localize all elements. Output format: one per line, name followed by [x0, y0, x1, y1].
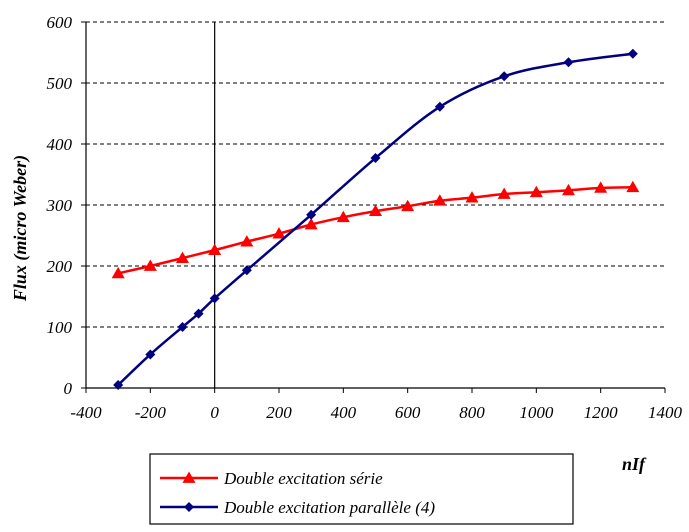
y-axis-title: Flux (micro Weber) [10, 155, 31, 302]
series-0 [111, 180, 640, 279]
legend-item-0: Double excitation série [160, 469, 383, 488]
series-0-point-12 [497, 187, 511, 199]
tick-labels: 0 100 200 300 400 500 600 -400 -200 0 200 400 600 800… [46, 13, 683, 422]
legend-marker-0 [182, 471, 196, 483]
legend-label-0: Double excitation série [223, 469, 383, 488]
axes [81, 21, 666, 393]
series-1 [113, 48, 638, 390]
series-1-point-6 [306, 209, 317, 220]
series-1-point-7 [370, 153, 381, 164]
series-1-point-4 [209, 293, 220, 304]
y-tick-label-3: 300 [46, 196, 73, 215]
legend-item-1: Double excitation parallèle (4) [160, 498, 435, 517]
x-tick-label-4: 400 [331, 403, 357, 422]
x-tick-label-5: 600 [395, 403, 421, 422]
series-0-line [117, 186, 633, 275]
series-0-point-10 [433, 194, 447, 206]
gridlines [86, 21, 665, 328]
series-0-point-15 [594, 181, 608, 193]
series [111, 48, 640, 390]
series-0-point-11 [465, 191, 479, 203]
series-0-point-8 [369, 204, 382, 216]
series-0-point-2 [176, 251, 189, 263]
series-0-point-3 [208, 243, 222, 256]
x-tick-label-9: 1400 [648, 403, 683, 422]
y-tick-label-2: 200 [47, 257, 73, 276]
series-1-line [117, 52, 633, 386]
series-0-point-13 [529, 185, 543, 198]
x-tick-label-7: 1000 [519, 403, 554, 422]
x-tick-label-8: 1200 [584, 403, 619, 422]
legend-box [149, 453, 574, 525]
series-0-point-5 [272, 227, 286, 239]
y-tick-label-6: 600 [47, 13, 73, 32]
series-1-point-9 [499, 71, 510, 82]
x-tick-label-1: -200 [135, 403, 167, 422]
series-0-point-7 [336, 210, 350, 223]
legend-label-1: Double excitation parallèle (4) [223, 498, 435, 517]
series-1-point-11 [627, 48, 638, 59]
series-1-point-1 [145, 349, 156, 360]
series-0-point-6 [304, 218, 318, 230]
series-0-point-9 [401, 199, 415, 212]
x-tick-label-3: 200 [266, 403, 292, 422]
x-tick-label-6: 800 [459, 403, 485, 422]
legend: Double excitation série Double excitation… [149, 453, 574, 525]
legend-marker-1 [184, 502, 194, 512]
series-0-point-16 [626, 180, 640, 193]
series-1-point-5 [241, 265, 252, 276]
x-axis-title: nIf [622, 454, 647, 474]
series-0-point-0 [111, 266, 125, 279]
series-0-point-4 [240, 235, 254, 247]
y-tick-label-4: 400 [47, 135, 73, 154]
series-1-point-3 [193, 308, 204, 319]
y-tick-label-0: 0 [64, 379, 73, 398]
x-tick-label-0: -400 [70, 403, 102, 422]
series-1-point-8 [434, 101, 445, 112]
y-tick-label-1: 100 [47, 318, 73, 337]
series-1-point-2 [177, 322, 188, 332]
y-tick-label-5: 500 [47, 74, 73, 93]
series-1-point-10 [563, 57, 574, 68]
x-tick-label-2: 0 [210, 403, 219, 422]
series-0-point-1 [143, 259, 157, 271]
series-1-point-0 [113, 379, 124, 390]
series-0-point-14 [562, 183, 575, 196]
